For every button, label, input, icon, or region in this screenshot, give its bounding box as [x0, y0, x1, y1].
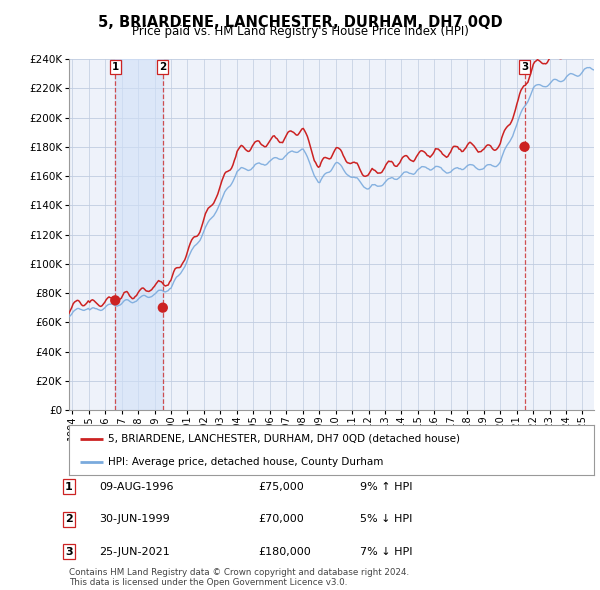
Text: 2: 2 — [65, 514, 73, 524]
Point — [520, 142, 529, 152]
Text: 2: 2 — [159, 62, 166, 72]
Text: £180,000: £180,000 — [258, 547, 311, 556]
Text: 3: 3 — [521, 62, 528, 72]
Text: 9% ↑ HPI: 9% ↑ HPI — [360, 482, 413, 491]
Text: 25-JUN-2021: 25-JUN-2021 — [99, 547, 170, 556]
Text: £75,000: £75,000 — [258, 482, 304, 491]
Text: Contains HM Land Registry data © Crown copyright and database right 2024.
This d: Contains HM Land Registry data © Crown c… — [69, 568, 409, 587]
Text: 5, BRIARDENE, LANCHESTER, DURHAM, DH7 0QD (detached house): 5, BRIARDENE, LANCHESTER, DURHAM, DH7 0Q… — [109, 434, 460, 444]
Text: 1: 1 — [65, 482, 73, 491]
Point — [158, 303, 167, 312]
Text: 3: 3 — [65, 547, 73, 556]
Text: HPI: Average price, detached house, County Durham: HPI: Average price, detached house, Coun… — [109, 457, 384, 467]
Point — [110, 296, 120, 305]
Text: 09-AUG-1996: 09-AUG-1996 — [99, 482, 173, 491]
Text: 7% ↓ HPI: 7% ↓ HPI — [360, 547, 413, 556]
Bar — [115, 59, 163, 410]
Text: 1: 1 — [112, 62, 119, 72]
Text: Price paid vs. HM Land Registry's House Price Index (HPI): Price paid vs. HM Land Registry's House … — [131, 25, 469, 38]
Text: 30-JUN-1999: 30-JUN-1999 — [99, 514, 170, 524]
Text: 5, BRIARDENE, LANCHESTER, DURHAM, DH7 0QD: 5, BRIARDENE, LANCHESTER, DURHAM, DH7 0Q… — [98, 15, 502, 30]
Text: 5% ↓ HPI: 5% ↓ HPI — [360, 514, 412, 524]
Text: £70,000: £70,000 — [258, 514, 304, 524]
